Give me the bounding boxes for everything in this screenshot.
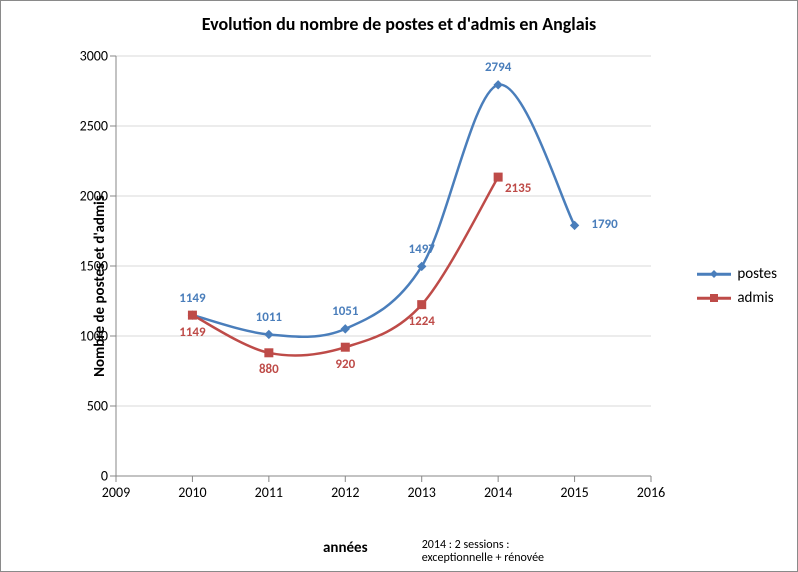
y-tick-label: 3000 — [58, 48, 108, 65]
data-label-admis: 880 — [259, 362, 279, 377]
data-label-admis: 1224 — [409, 314, 435, 329]
x-tick-label: 2012 — [331, 484, 359, 501]
legend-label: admis — [737, 289, 773, 307]
x-tick-label: 2010 — [178, 484, 206, 501]
chart-container: Evolution du nombre de postes et d'admis… — [0, 0, 798, 572]
chart-footnote: 2014 : 2 sessions :exceptionnelle + réno… — [422, 539, 544, 565]
data-label-postes: 1790 — [591, 217, 617, 232]
legend: postes admis — [697, 259, 777, 313]
data-label-postes: 2794 — [485, 60, 511, 75]
x-tick-label: 2016 — [637, 484, 665, 501]
y-tick-label: 2500 — [58, 118, 108, 135]
x-tick-label: 2011 — [255, 484, 283, 501]
y-tick-label: 1500 — [58, 258, 108, 275]
data-label-admis: 920 — [335, 357, 355, 372]
legend-item-admis: admis — [697, 289, 777, 307]
y-tick-label: 0 — [58, 468, 108, 485]
x-axis-label: années — [323, 539, 368, 557]
data-label-postes: 1497 — [409, 242, 435, 257]
legend-swatch-admis — [697, 291, 731, 305]
data-label-postes: 1011 — [256, 310, 282, 325]
data-label-admis: 1149 — [179, 325, 205, 340]
data-label-postes: 1149 — [179, 291, 205, 306]
y-tick-label: 500 — [58, 398, 108, 415]
x-tick-label: 2013 — [408, 484, 436, 501]
data-label-admis: 2135 — [505, 181, 531, 196]
y-tick-label: 1000 — [58, 328, 108, 345]
x-tick-label: 2014 — [484, 484, 512, 501]
data-label-postes: 1051 — [332, 304, 358, 319]
series-line-postes — [192, 85, 574, 337]
y-tick-label: 2000 — [58, 188, 108, 205]
legend-label: postes — [737, 265, 777, 283]
legend-swatch-postes — [697, 267, 731, 281]
legend-item-postes: postes — [697, 265, 777, 283]
x-tick-label: 2015 — [560, 484, 588, 501]
x-tick-label: 2009 — [102, 484, 130, 501]
